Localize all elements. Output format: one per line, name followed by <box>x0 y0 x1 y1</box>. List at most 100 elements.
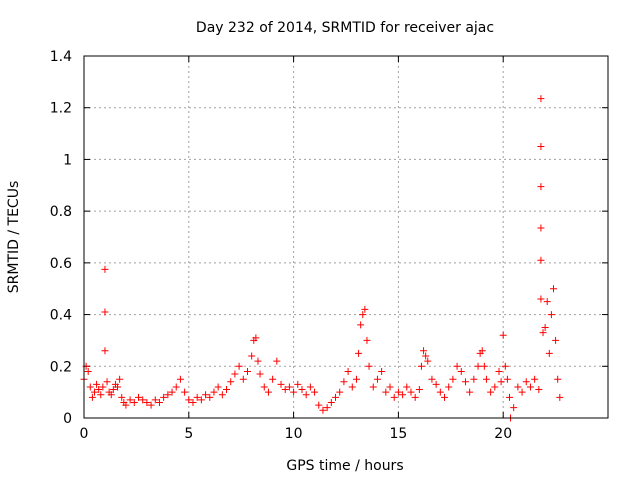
data-point <box>359 311 367 319</box>
data-point <box>252 334 260 342</box>
data-point <box>537 95 545 103</box>
data-point <box>315 401 323 409</box>
y-tick-label: 1.4 <box>50 49 72 65</box>
data-point <box>415 386 423 394</box>
data-point <box>552 336 560 344</box>
data-point <box>449 375 457 383</box>
data-point <box>556 393 564 401</box>
data-point <box>554 375 562 383</box>
data-point <box>422 352 430 360</box>
data-point <box>122 401 130 409</box>
data-point <box>99 383 107 391</box>
data-point <box>84 367 92 375</box>
data-point <box>344 367 352 375</box>
data-point <box>340 378 348 386</box>
data-point <box>445 383 453 391</box>
data-point <box>155 398 163 406</box>
data-point <box>526 383 534 391</box>
data-point <box>537 224 545 232</box>
data-point <box>457 367 465 375</box>
data-point <box>503 375 511 383</box>
data-point <box>466 388 474 396</box>
data-point <box>281 386 289 394</box>
data-point <box>510 404 518 412</box>
data-point <box>139 396 147 404</box>
data-point <box>407 388 415 396</box>
y-tick-label: 0.6 <box>50 256 72 272</box>
data-point <box>306 383 314 391</box>
data-point <box>491 383 499 391</box>
data-point <box>118 393 126 401</box>
data-point <box>487 388 495 396</box>
data-point <box>480 362 488 370</box>
data-point <box>323 404 331 412</box>
data-point <box>545 349 553 357</box>
data-point <box>269 375 277 383</box>
data-point <box>547 311 555 319</box>
data-point <box>495 367 503 375</box>
data-point <box>522 378 530 386</box>
data-point <box>116 375 124 383</box>
data-point <box>214 383 222 391</box>
x-tick-label: 10 <box>285 426 303 442</box>
data-point <box>103 378 111 386</box>
data-point <box>109 386 117 394</box>
data-point <box>88 393 96 401</box>
data-point <box>470 375 478 383</box>
data-point <box>114 383 122 391</box>
x-tick-label: 0 <box>80 426 89 442</box>
y-tick-label: 1 <box>63 152 72 168</box>
data-point <box>160 393 168 401</box>
data-point <box>151 396 159 404</box>
data-point <box>378 367 386 375</box>
data-point <box>130 398 138 406</box>
data-point <box>373 375 381 383</box>
data-point <box>302 391 310 399</box>
data-point <box>298 386 306 394</box>
data-point <box>197 396 205 404</box>
data-point <box>235 362 243 370</box>
data-point <box>185 396 193 404</box>
data-point <box>218 391 226 399</box>
data-point <box>311 388 319 396</box>
data-point <box>223 386 231 394</box>
data-point <box>420 347 428 355</box>
data-point <box>501 362 509 370</box>
data-point <box>101 308 109 316</box>
data-point <box>239 375 247 383</box>
data-point <box>357 321 365 329</box>
data-point <box>461 378 469 386</box>
data-point <box>386 383 394 391</box>
data-point <box>95 386 103 394</box>
data-point <box>361 305 369 313</box>
data-point <box>97 391 105 399</box>
x-tick-label: 15 <box>389 426 407 442</box>
data-point <box>399 391 407 399</box>
data-point <box>260 383 268 391</box>
data-point <box>290 388 298 396</box>
data-point <box>193 393 201 401</box>
data-point <box>254 357 262 365</box>
data-point <box>147 401 155 409</box>
data-points <box>80 95 564 422</box>
data-point <box>550 285 558 293</box>
data-point <box>164 391 172 399</box>
data-point <box>474 362 482 370</box>
data-point <box>143 398 151 406</box>
data-point <box>390 393 398 401</box>
data-point <box>126 396 134 404</box>
data-point <box>93 380 101 388</box>
data-point <box>436 388 444 396</box>
data-point <box>539 329 547 337</box>
data-point <box>535 386 543 394</box>
chart-title: Day 232 of 2014, SRMTID for receiver aja… <box>196 20 494 36</box>
data-point <box>332 393 340 401</box>
data-point <box>424 357 432 365</box>
data-point <box>336 388 344 396</box>
y-tick-label: 0 <box>63 411 72 427</box>
data-point <box>348 383 356 391</box>
y-axis-label: SRMTID / TECUs <box>6 181 22 294</box>
data-point <box>478 347 486 355</box>
data-point <box>319 406 327 414</box>
